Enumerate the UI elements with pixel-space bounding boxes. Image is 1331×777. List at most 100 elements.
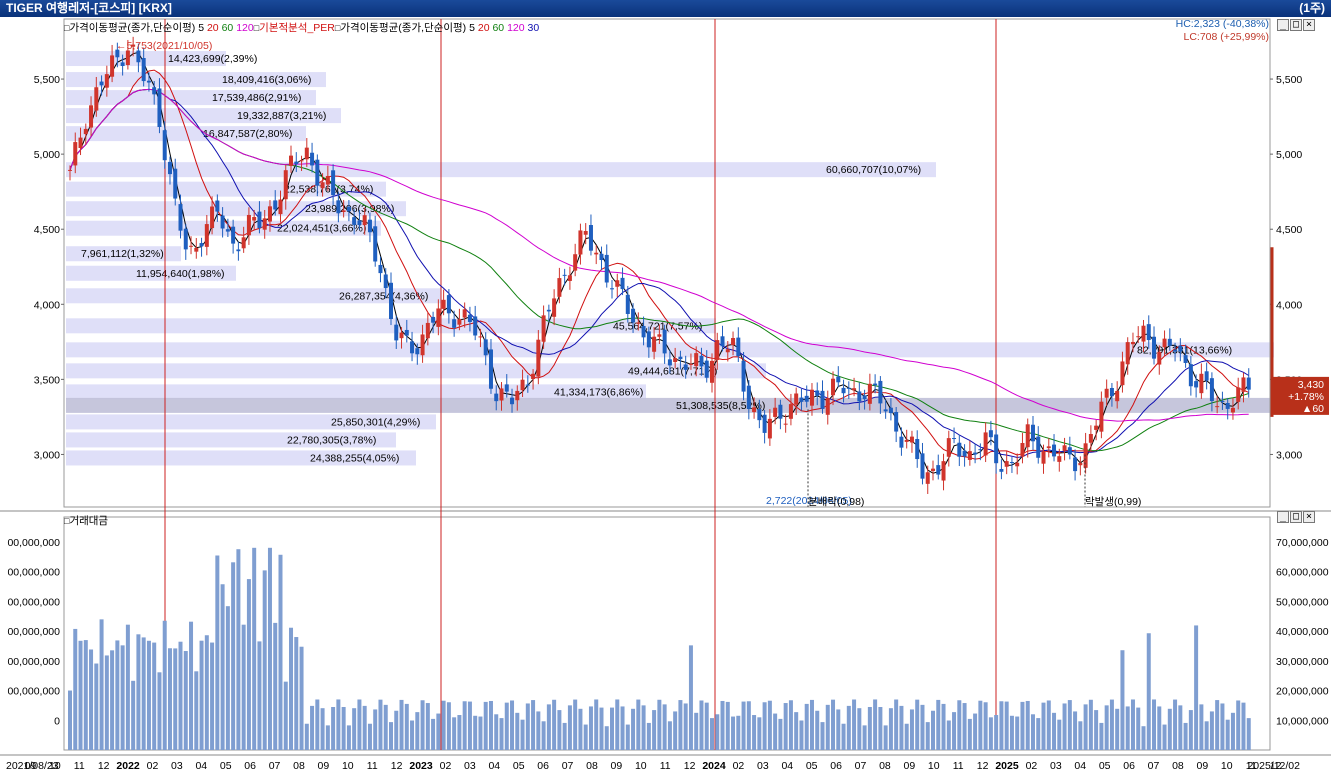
chart-canvas[interactable]: 14,423,699(2,39%) 18,409,416(3,06%) 17,539… (0, 17, 1331, 777)
volume-axis-label-left: 00,000,000 (7, 596, 60, 608)
legend-checkbox-icon[interactable]: □ (64, 516, 70, 526)
candle-down (446, 295, 451, 314)
legend-volume[interactable]: □거래대금 (64, 513, 108, 528)
candle-up (1141, 325, 1146, 342)
minimize-icon[interactable]: _ (1277, 19, 1289, 31)
candle-down (367, 219, 372, 233)
volume-profile-label: 49,444,681(7,71%) (628, 365, 717, 377)
volume-profile-bar (66, 288, 441, 304)
legend-checkbox-icon[interactable]: □ (64, 23, 70, 33)
candle-up (1099, 401, 1104, 432)
candle-up (362, 215, 367, 226)
volume-bar (941, 703, 946, 750)
candle-up (715, 340, 720, 360)
volume-profile-label: 19,332,887(3,21%) (237, 110, 326, 122)
candle-down (373, 226, 378, 262)
candle-down (120, 62, 125, 66)
candle-down (599, 253, 604, 261)
volume-profile-label: 51,308,535(8,52%) (676, 400, 765, 412)
x-axis-label: 10 (49, 760, 61, 772)
candle-up (731, 338, 736, 346)
volume-bar (620, 706, 625, 750)
maximize-icon[interactable]: □ (1290, 19, 1302, 31)
period-indicator[interactable]: (1주) (1299, 1, 1325, 15)
volume-profile-bar (66, 201, 406, 217)
x-axis-label: 04 (195, 760, 207, 772)
volume-bar (625, 724, 630, 750)
volume-bar (346, 725, 351, 750)
grid (0, 18, 1331, 756)
volume-bar (494, 714, 499, 750)
volume-bar (394, 710, 399, 750)
candle-down (952, 438, 957, 440)
volume-bar (1094, 710, 1099, 750)
candle-down (136, 50, 141, 63)
candle-up (636, 322, 641, 324)
x-axis-label: 2024 (702, 760, 726, 772)
candles (68, 36, 1251, 494)
minimize-icon[interactable]: _ (1277, 511, 1289, 523)
legend-checkbox-icon[interactable]: □ (253, 23, 260, 33)
volume-bar (594, 699, 599, 750)
volume-bar (878, 707, 883, 750)
candle-down (804, 395, 809, 402)
volume-bar (715, 714, 720, 750)
volume-bar (210, 642, 215, 750)
volume-bar (946, 720, 951, 750)
candle-up (1230, 407, 1235, 413)
volume-bar (410, 720, 415, 750)
ma-label: 가격이동평균(종가,단순이평) (69, 22, 196, 34)
x-axis-label: 02 (1026, 760, 1038, 772)
x-axis-label: 08 (293, 760, 305, 772)
volume-bar (799, 720, 804, 750)
legend-ma[interactable]: □가격이동평균(종가,단순이평) 5 20 60 120□기본적분석_PER□가… (64, 20, 539, 35)
volume-bar (525, 703, 530, 750)
volume-bar (899, 705, 904, 750)
volume-profile-bar (66, 342, 1274, 358)
x-axis-label: 08 (879, 760, 891, 772)
volume-bar (220, 584, 225, 750)
volume-profile-bar (66, 363, 766, 379)
price-axis-label-left: 5,500 (34, 74, 60, 86)
candle-up (725, 349, 730, 353)
price-pane-window-buttons: _ □ × (1276, 19, 1315, 31)
candle-up (210, 206, 215, 229)
candle-down (410, 341, 415, 354)
close-icon[interactable]: × (1303, 19, 1315, 31)
volume-profile-bar (66, 318, 716, 334)
x-axis-label: 04 (781, 760, 793, 772)
candle-down (920, 453, 925, 479)
ma2-period-30: 30 (527, 22, 540, 34)
volume-bar (504, 702, 509, 750)
close-icon[interactable]: × (1303, 511, 1315, 523)
candle-down (1209, 378, 1214, 402)
volume-bar (488, 700, 493, 750)
volume-bar (915, 699, 920, 750)
volume-profile-label: 16,847,587(2,80%) (203, 128, 292, 140)
candle-down (815, 390, 820, 396)
volume-bar (904, 723, 909, 750)
volume-bar (99, 619, 104, 750)
volume-bar (367, 723, 372, 750)
candle-down (631, 308, 636, 323)
volume-bar (415, 712, 420, 750)
x-axis-label: 08 (1172, 760, 1184, 772)
maximize-icon[interactable]: □ (1290, 511, 1302, 523)
volume-bar (1036, 718, 1041, 750)
x-axis-label: 06 (244, 760, 256, 772)
candle-up (694, 353, 699, 367)
candle-down (641, 325, 646, 338)
candle-up (1199, 373, 1204, 394)
volume-bar (788, 700, 793, 750)
candle-up (788, 404, 793, 419)
legend-checkbox-icon[interactable]: □ (334, 23, 341, 33)
volume-bar (1004, 701, 1009, 750)
candle-up (341, 210, 346, 212)
ma-period-120: 120 (236, 22, 254, 34)
volume-bar (1062, 703, 1067, 750)
volume-bar (967, 718, 972, 750)
volume-bar (1173, 699, 1178, 750)
volume-bar (678, 700, 683, 750)
volume-bar (1236, 700, 1241, 750)
volume-bar (1130, 699, 1135, 750)
